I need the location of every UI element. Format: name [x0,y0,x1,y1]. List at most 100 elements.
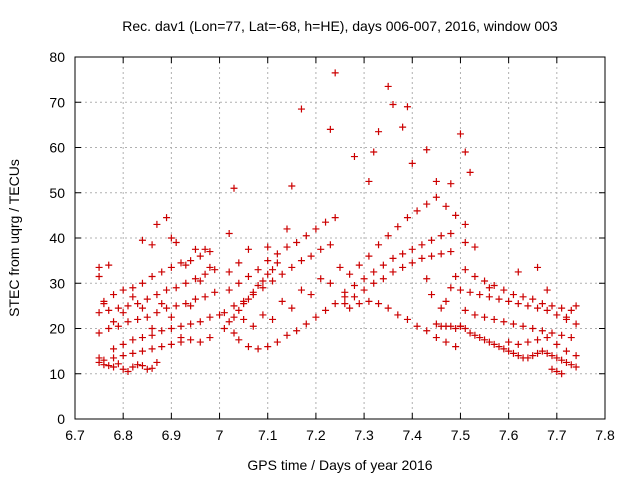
data-point [428,252,436,260]
data-point [423,200,431,208]
data-point [423,327,431,335]
data-point [148,364,156,372]
data-point [182,261,190,269]
data-point [456,130,464,138]
data-point [230,313,238,321]
data-point [471,311,479,319]
data-point [326,279,334,287]
data-point [119,365,127,373]
data-point [350,293,358,301]
data-point [95,354,103,362]
data-point [206,334,214,342]
data-point [110,354,118,362]
data-point [264,257,272,265]
data-point [288,263,296,271]
data-point [201,270,209,278]
data-point [269,266,277,274]
x-tick-label: 6.7 [65,427,85,443]
data-point [254,345,262,353]
data-point [95,309,103,317]
data-point [95,329,103,337]
x-tick-label: 7.4 [403,427,423,443]
data-point [413,207,421,215]
data-point [558,304,566,312]
data-point [442,297,450,305]
data-point [524,338,532,346]
data-point [322,218,330,226]
data-point [529,325,537,332]
y-tick-label: 30 [49,275,65,291]
data-point [534,263,542,271]
data-point [505,297,513,305]
data-point [206,313,214,321]
data-point [572,320,580,328]
data-point [129,293,137,301]
data-point [490,282,498,290]
data-point [312,313,320,321]
data-point [394,311,402,319]
x-tick-label: 7.1 [258,427,278,443]
y-tick-label: 70 [49,94,65,110]
data-point [317,275,325,283]
data-point [297,257,305,265]
data-points [95,69,580,378]
data-point [153,220,161,228]
data-point [158,268,166,276]
data-point [124,318,132,326]
data-point [336,263,344,271]
data-point [534,304,542,312]
chart-title: Rec. dav1 (Lon=77, Lat=-68, h=HE), days … [122,18,558,34]
data-point [225,229,233,237]
data-point [461,325,469,332]
y-tick-label: 60 [49,140,65,156]
data-point [379,275,387,283]
x-tick-label: 7.2 [306,427,326,443]
data-point [187,320,195,328]
data-point [558,331,566,339]
data-point [447,180,455,188]
data-point [326,241,334,249]
data-point [394,223,402,231]
data-point [201,293,209,301]
data-point [399,250,407,258]
data-point [538,327,546,335]
x-tick-label: 7.6 [499,427,519,443]
data-point [216,311,224,319]
data-point [264,243,272,251]
data-point [177,334,185,342]
data-point [408,159,416,167]
data-point [148,325,156,332]
x-tick-label: 6.9 [162,427,182,443]
data-point [177,322,185,330]
data-point [322,306,330,314]
data-point [119,340,127,348]
data-point [432,320,440,328]
data-point [365,297,373,305]
data-point [572,352,580,360]
data-point [134,361,142,369]
data-point [452,325,460,332]
data-point [119,352,127,360]
data-point [461,266,469,274]
data-point [269,315,277,323]
data-point [297,286,305,294]
data-point [447,248,455,256]
data-point [538,300,546,308]
data-point [452,343,460,351]
data-point [100,356,108,364]
data-point [119,309,127,317]
data-point [485,284,493,292]
data-point [452,211,460,219]
data-point [235,336,243,344]
data-point [562,313,570,321]
data-point [514,300,522,308]
data-point [384,232,392,240]
data-point [278,270,286,278]
data-point [423,146,431,154]
data-point [182,279,190,287]
x-tick-label: 7 [216,427,224,443]
data-point [562,358,570,366]
data-point [534,349,542,357]
data-point [326,125,334,133]
